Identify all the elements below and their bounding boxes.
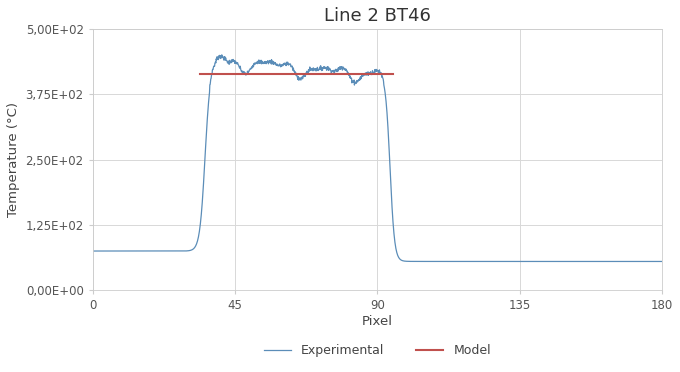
Experimental	[88, 249, 97, 253]
Experimental	[658, 259, 666, 264]
Experimental	[210, 64, 218, 68]
Model	[197, 71, 205, 76]
Experimental	[321, 66, 329, 71]
Legend: Experimental, Model: Experimental, Model	[258, 339, 496, 362]
Experimental	[302, 71, 310, 75]
X-axis label: Pixel: Pixel	[362, 315, 393, 328]
Model	[389, 71, 397, 76]
Experimental	[218, 53, 226, 57]
Title: Line 2 BT46: Line 2 BT46	[324, 7, 431, 25]
Y-axis label: Temperature (°C): Temperature (°C)	[7, 102, 20, 217]
Experimental	[477, 259, 486, 264]
Experimental	[121, 249, 129, 253]
Experimental	[324, 66, 333, 71]
Line: Experimental: Experimental	[92, 55, 662, 262]
